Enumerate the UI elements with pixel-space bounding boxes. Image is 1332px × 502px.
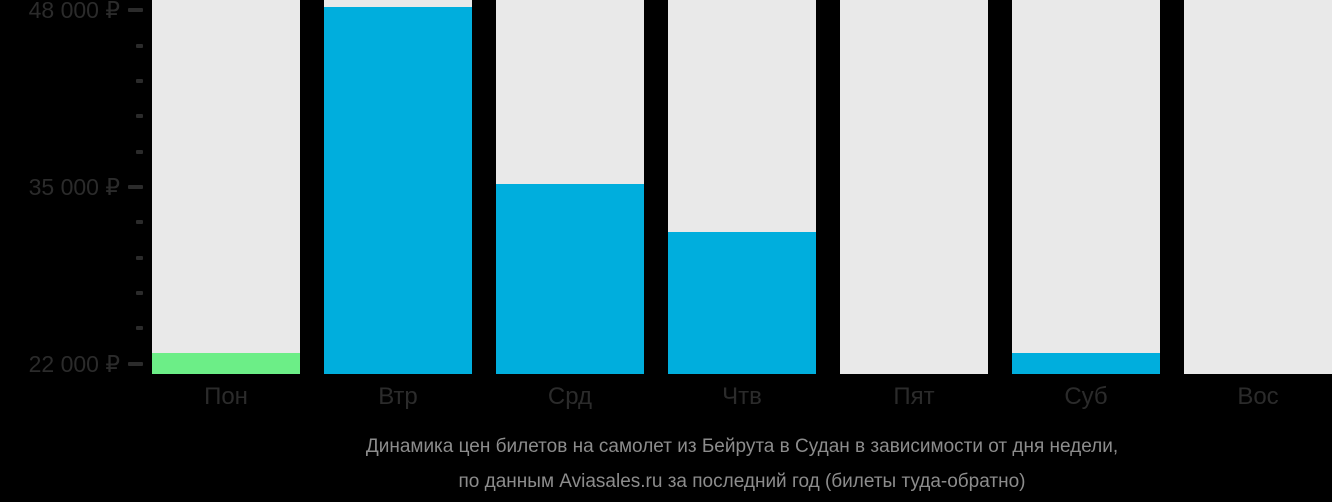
price-bar-tue <box>324 7 472 374</box>
bar-track-sat <box>1012 0 1160 374</box>
y-axis-label-48000: 48 000 ₽ <box>28 0 120 24</box>
y-axis-label-35000: 35 000 ₽ <box>28 174 120 200</box>
x-axis-label-sun: Вос <box>1237 383 1279 410</box>
y-minor-tick-37600 <box>136 149 143 154</box>
x-axis-label-mon: Пон <box>204 383 248 410</box>
bar-track-mon <box>152 0 300 374</box>
y-major-tick-22000 <box>128 361 143 366</box>
price-bar-sat <box>1012 352 1160 374</box>
y-axis-label-22000: 22 000 ₽ <box>28 350 120 377</box>
y-minor-tick-32400 <box>136 220 143 225</box>
price-bar-mon <box>152 352 300 374</box>
caption-line-1: Динамика цен билетов на самолет из Бейру… <box>365 436 1119 457</box>
y-minor-tick-27200 <box>136 291 143 296</box>
x-axis-label-wed: Срд <box>547 383 593 410</box>
x-axis-label-fri: Пят <box>893 383 935 410</box>
price-bar-thu <box>668 231 816 374</box>
y-minor-tick-29800 <box>136 255 143 260</box>
price-bar-wed <box>496 184 644 374</box>
x-axis-label-thu: Чтв <box>722 383 762 410</box>
chart-caption: Динамика цен билетов на самолет из Бейру… <box>152 429 1332 499</box>
y-minor-tick-42800 <box>136 78 143 83</box>
x-axis-label-tue: Втр <box>378 383 418 410</box>
y-major-tick-48000 <box>128 8 143 13</box>
y-major-tick-35000 <box>128 185 143 189</box>
x-axis-label-sat: Суб <box>1064 383 1108 410</box>
y-minor-tick-24600 <box>136 326 143 331</box>
caption-line-2: по данным Aviasales.ru за последний год … <box>458 471 1026 492</box>
bar-track-fri <box>840 0 988 374</box>
y-minor-tick-45400 <box>136 43 143 48</box>
bar-track-sun <box>1184 0 1332 374</box>
y-minor-tick-40200 <box>136 114 143 119</box>
